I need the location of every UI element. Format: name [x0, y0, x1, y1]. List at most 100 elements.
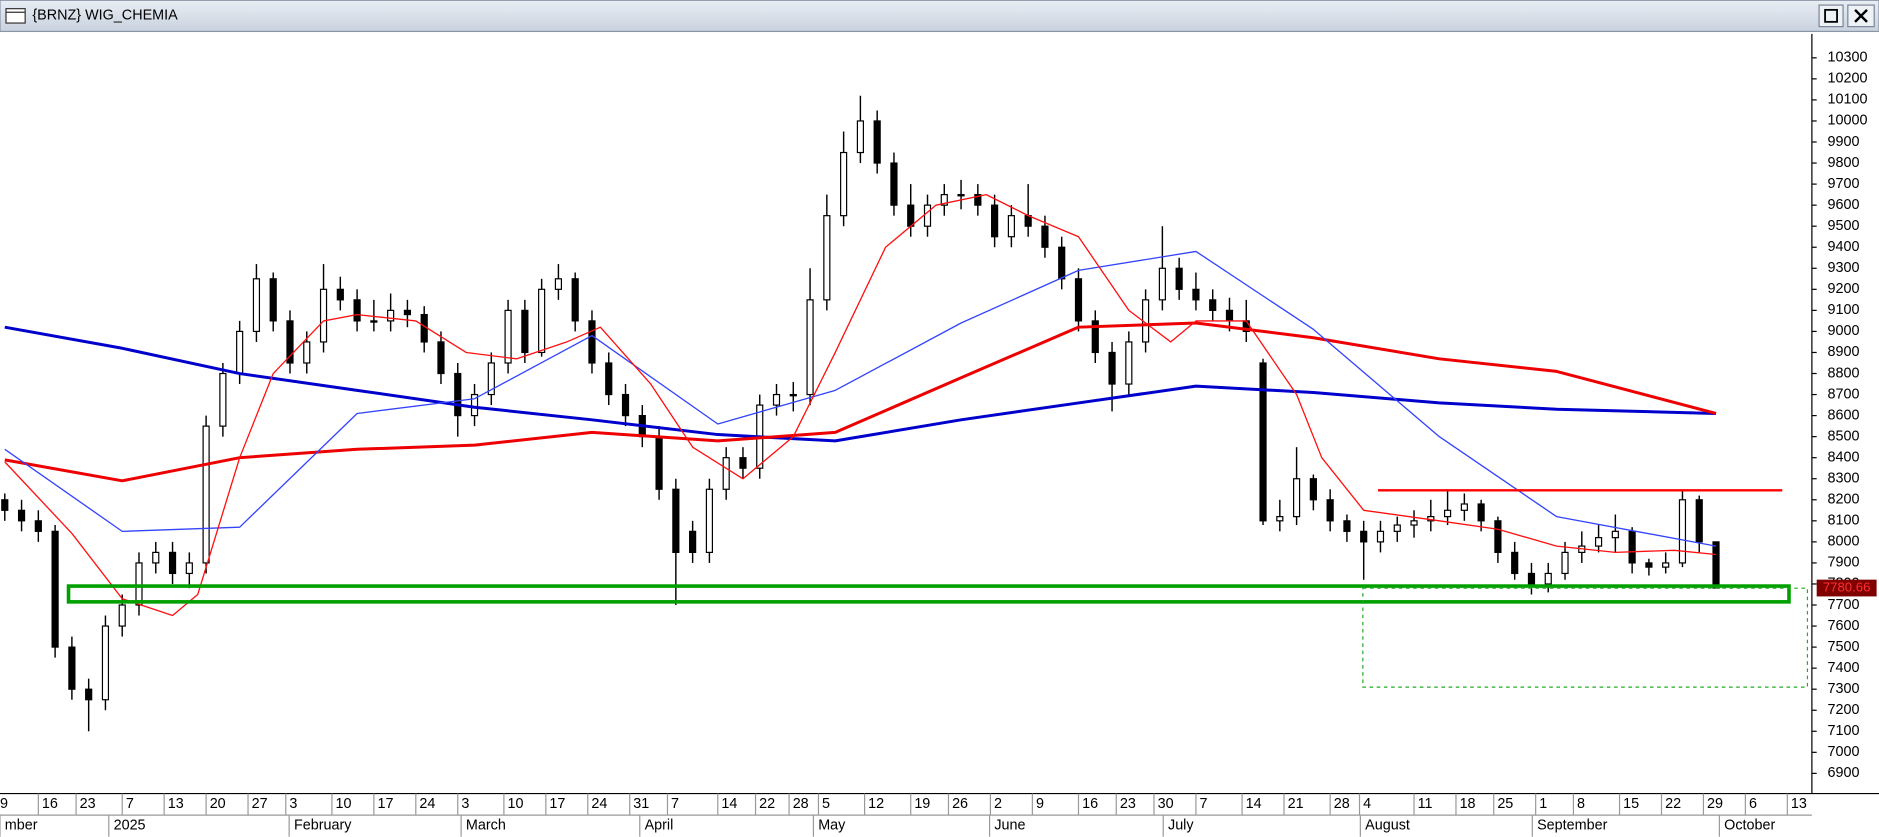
- candle-body: [621, 393, 630, 417]
- x-tick-label: 4: [1363, 796, 1371, 812]
- y-tick-label: 6900: [1827, 765, 1859, 781]
- candle-body: [772, 393, 781, 406]
- x-tick-label: 11: [1418, 796, 1433, 812]
- x-tick-label: 13: [168, 796, 184, 812]
- candle-body: [1494, 520, 1502, 553]
- candle-body: [571, 278, 579, 322]
- axes: 6900700071007200730074007500760077007800…: [0, 50, 1877, 837]
- candle-body: [168, 551, 177, 575]
- x-tick-label: 27: [252, 796, 268, 812]
- candle-body: [1712, 541, 1720, 589]
- candle-body: [1326, 499, 1334, 522]
- y-tick-label: 7700: [1827, 597, 1859, 613]
- candle-body: [554, 278, 563, 290]
- candle-body: [319, 288, 328, 343]
- candle-body: [51, 530, 59, 648]
- candle-body: [823, 215, 831, 301]
- y-tick-label: 8000: [1827, 534, 1859, 550]
- month-label: September: [1537, 818, 1608, 834]
- candle-body: [1594, 537, 1603, 547]
- x-tick-label: 26: [952, 796, 968, 812]
- x-tick-label: 14: [721, 796, 737, 812]
- candle-body: [521, 309, 529, 354]
- x-tick-label: 7: [671, 796, 679, 812]
- x-tick-label: 15: [1623, 796, 1639, 812]
- plot-area: [1, 95, 1809, 732]
- candle-body: [974, 194, 982, 206]
- moving-average-line: [4, 250, 1717, 547]
- x-tick-label: 19: [914, 796, 930, 812]
- candle-body: [336, 288, 344, 301]
- y-tick-label: 7200: [1827, 702, 1859, 718]
- month-label: 2025: [114, 818, 146, 834]
- candle-body: [1209, 299, 1217, 311]
- candle-body: [856, 120, 864, 154]
- candle-body: [1645, 562, 1653, 568]
- x-tick-label: 29: [1707, 796, 1723, 812]
- x-tick-label: 30: [1158, 796, 1174, 812]
- candle-body: [991, 204, 999, 238]
- x-tick-label: 20: [210, 796, 226, 812]
- candle-body: [907, 204, 915, 227]
- candle-body: [655, 436, 663, 490]
- x-tick-label: 24: [591, 796, 607, 812]
- candle-body: [1662, 562, 1670, 568]
- candle-body: [789, 393, 797, 397]
- x-tick-label: 8: [1577, 796, 1585, 812]
- y-tick-label: 8300: [1827, 471, 1859, 487]
- x-tick-label: 7: [1200, 796, 1208, 812]
- candle-body: [957, 194, 965, 197]
- candle-body: [672, 488, 680, 553]
- window-icon: [5, 8, 26, 24]
- candle-body: [689, 530, 697, 553]
- candle-body: [1410, 520, 1418, 526]
- x-tick-label: 24: [419, 796, 435, 812]
- candle-body: [1, 499, 9, 511]
- candle-body: [1158, 267, 1166, 301]
- candle-body: [152, 551, 160, 564]
- x-tick-label: 23: [80, 796, 96, 812]
- x-tick-label: 9: [1036, 796, 1044, 812]
- candle-body: [1695, 499, 1703, 543]
- candle-body: [101, 625, 110, 701]
- candle-body: [68, 646, 76, 690]
- title-bar: [0, 0, 1879, 33]
- candle-body: [840, 151, 848, 217]
- x-tick-label: 7: [126, 796, 134, 812]
- candle-body: [185, 562, 193, 575]
- candle-body: [923, 204, 932, 227]
- candle-body: [135, 562, 143, 606]
- y-tick-label: 10000: [1827, 113, 1867, 129]
- candle-body: [1678, 499, 1687, 564]
- candle-body: [1343, 520, 1351, 532]
- candle-body: [202, 425, 210, 564]
- y-tick-label: 9100: [1827, 302, 1859, 318]
- candle-body: [219, 372, 227, 427]
- close-button[interactable]: [1847, 4, 1875, 28]
- y-tick-label: 9900: [1827, 134, 1859, 150]
- candle-body: [1091, 320, 1099, 354]
- candle-body: [1527, 572, 1536, 585]
- x-tick-label: 23: [1120, 796, 1136, 812]
- candle-body: [1309, 478, 1317, 501]
- x-tick-label: 6: [1749, 796, 1757, 812]
- candle-body: [1292, 478, 1301, 518]
- x-tick-label: 1: [1539, 796, 1547, 812]
- y-tick-label: 8800: [1827, 365, 1859, 381]
- last-price-box: [1816, 579, 1877, 597]
- candle-body: [1477, 503, 1485, 522]
- y-tick-label: 7300: [1827, 681, 1859, 697]
- y-tick-label: 9000: [1827, 323, 1859, 339]
- x-tick-label: 13: [1791, 796, 1807, 812]
- moving-average-line: [4, 325, 1717, 443]
- moving-average-line: [4, 193, 1717, 617]
- month-label: June: [994, 818, 1025, 834]
- y-tick-label: 9200: [1827, 281, 1859, 297]
- y-tick-label: 9800: [1827, 155, 1859, 171]
- candle-body: [303, 341, 311, 364]
- maximize-button[interactable]: [1818, 4, 1844, 28]
- x-tick-label: 9: [0, 796, 8, 812]
- candle-body: [387, 309, 395, 322]
- candle-body: [252, 278, 261, 333]
